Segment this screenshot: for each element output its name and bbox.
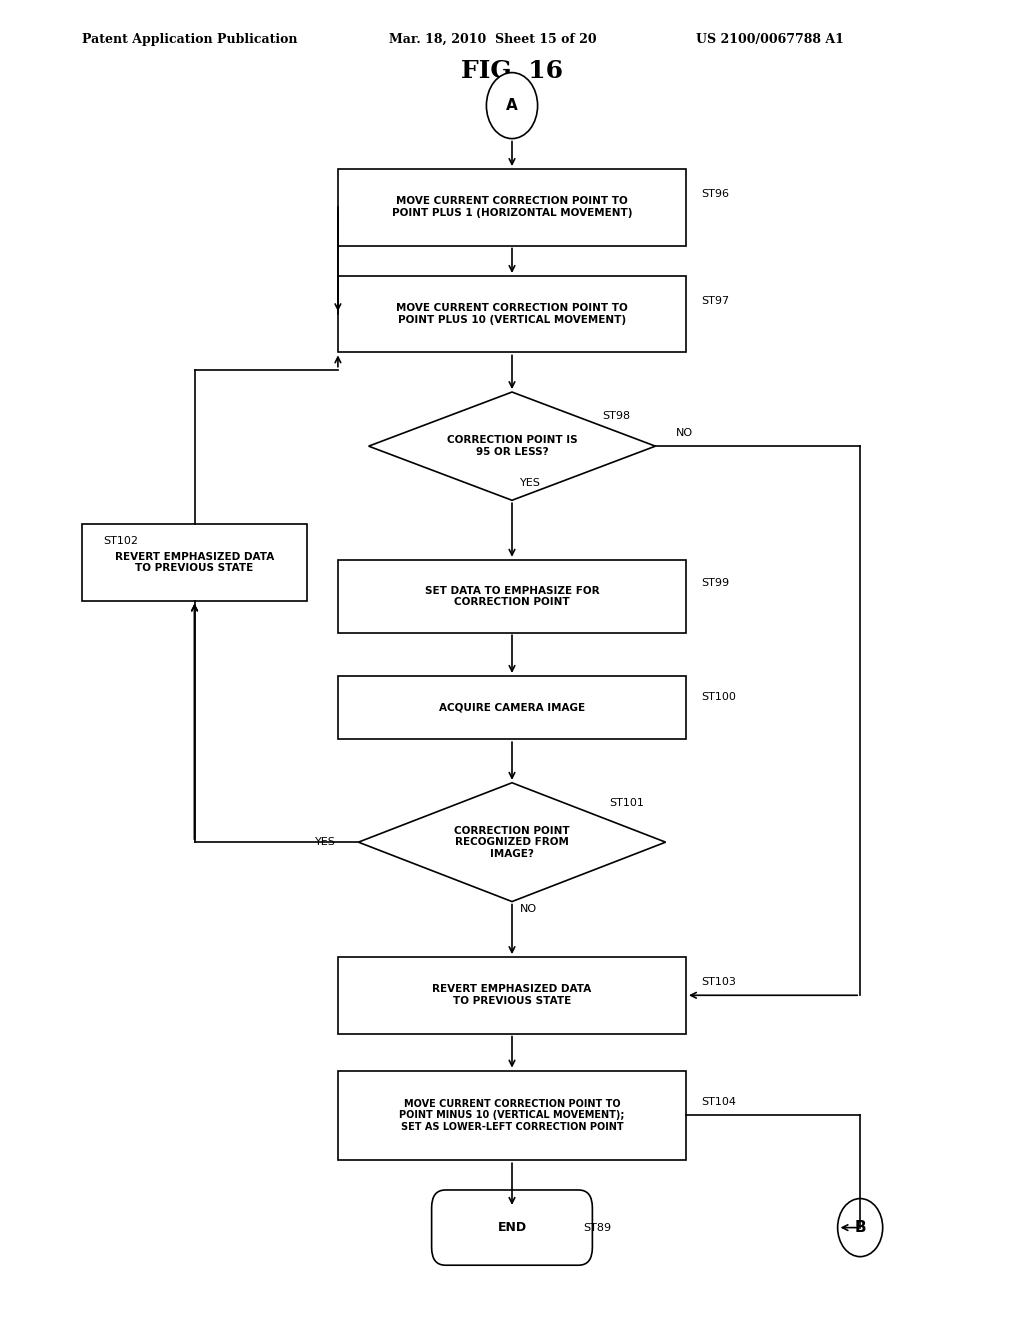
Text: ACQUIRE CAMERA IMAGE: ACQUIRE CAMERA IMAGE: [439, 702, 585, 713]
Text: ST97: ST97: [701, 296, 729, 306]
FancyBboxPatch shape: [432, 1191, 592, 1265]
FancyBboxPatch shape: [338, 560, 686, 632]
FancyBboxPatch shape: [338, 169, 686, 246]
Text: ST100: ST100: [701, 692, 736, 702]
Text: REVERT EMPHASIZED DATA
TO PREVIOUS STATE: REVERT EMPHASIZED DATA TO PREVIOUS STATE: [115, 552, 274, 573]
FancyBboxPatch shape: [338, 957, 686, 1034]
Text: END: END: [498, 1221, 526, 1234]
Text: NO: NO: [676, 428, 693, 438]
Text: ST103: ST103: [701, 977, 736, 987]
Text: MOVE CURRENT CORRECTION POINT TO
POINT PLUS 1 (HORIZONTAL MOVEMENT): MOVE CURRENT CORRECTION POINT TO POINT P…: [392, 197, 632, 218]
Text: ST101: ST101: [609, 797, 644, 808]
Text: ST99: ST99: [701, 578, 729, 589]
Text: ST98: ST98: [602, 411, 630, 421]
FancyBboxPatch shape: [82, 524, 307, 601]
Text: MOVE CURRENT CORRECTION POINT TO
POINT MINUS 10 (VERTICAL MOVEMENT);
SET AS LOWE: MOVE CURRENT CORRECTION POINT TO POINT M…: [399, 1098, 625, 1133]
Text: ST89: ST89: [584, 1222, 611, 1233]
Text: A: A: [506, 98, 518, 114]
Text: ST104: ST104: [701, 1097, 736, 1107]
FancyBboxPatch shape: [338, 1071, 686, 1160]
Text: ST96: ST96: [701, 189, 729, 199]
Text: Patent Application Publication: Patent Application Publication: [82, 33, 297, 46]
Text: FIG. 16: FIG. 16: [461, 59, 563, 83]
Text: NO: NO: [520, 904, 538, 915]
Text: YES: YES: [520, 478, 541, 488]
FancyBboxPatch shape: [338, 676, 686, 739]
Polygon shape: [369, 392, 655, 500]
Circle shape: [838, 1199, 883, 1257]
Text: CORRECTION POINT
RECOGNIZED FROM
IMAGE?: CORRECTION POINT RECOGNIZED FROM IMAGE?: [455, 825, 569, 859]
Text: REVERT EMPHASIZED DATA
TO PREVIOUS STATE: REVERT EMPHASIZED DATA TO PREVIOUS STATE: [432, 985, 592, 1006]
Text: MOVE CURRENT CORRECTION POINT TO
POINT PLUS 10 (VERTICAL MOVEMENT): MOVE CURRENT CORRECTION POINT TO POINT P…: [396, 304, 628, 325]
Text: CORRECTION POINT IS
95 OR LESS?: CORRECTION POINT IS 95 OR LESS?: [446, 436, 578, 457]
Text: ST102: ST102: [103, 536, 138, 546]
Text: Mar. 18, 2010  Sheet 15 of 20: Mar. 18, 2010 Sheet 15 of 20: [389, 33, 597, 46]
Text: US 2100/0067788 A1: US 2100/0067788 A1: [696, 33, 844, 46]
Circle shape: [486, 73, 538, 139]
Polygon shape: [358, 783, 666, 902]
FancyBboxPatch shape: [338, 276, 686, 352]
Text: SET DATA TO EMPHASIZE FOR
CORRECTION POINT: SET DATA TO EMPHASIZE FOR CORRECTION POI…: [425, 586, 599, 607]
Text: B: B: [854, 1220, 866, 1236]
Text: YES: YES: [315, 837, 336, 847]
